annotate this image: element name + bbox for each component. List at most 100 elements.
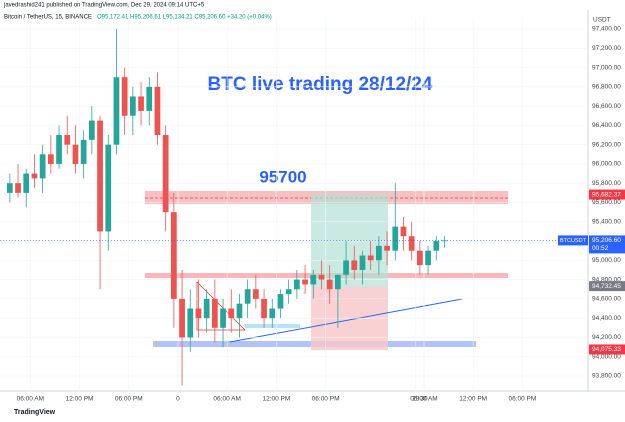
y-tick-label: 95,800.00 (592, 180, 621, 187)
candle-body (425, 250, 431, 266)
x-tick-label: 12:00 PM (66, 396, 94, 403)
candle-body (277, 294, 284, 309)
candle-body (335, 274, 341, 290)
candle-body (195, 308, 202, 319)
candle-body (261, 298, 267, 319)
ohlc-legend: O95,172.41 H95,206.61 L95,134.21 C95,206… (97, 15, 272, 21)
y-tick-label: 93,800.00 (592, 373, 621, 380)
price-tag-label: 95,682.37 (592, 191, 621, 198)
candle-body (47, 154, 54, 164)
y-tick-label: 95,600.00 (592, 199, 621, 206)
candle-body (236, 303, 243, 319)
candle-body (310, 274, 317, 285)
x-tick-label: 06:00 AM (17, 396, 44, 403)
y-tick-label: 95,400.00 (592, 218, 621, 225)
candle-body (228, 308, 235, 319)
y-tick-label: 96,800.00 (592, 84, 621, 91)
candle-body (64, 135, 71, 145)
candle-body (138, 96, 144, 111)
candle-body (105, 144, 112, 232)
candle-body (220, 308, 226, 328)
loss-box (311, 287, 388, 350)
candle-body (113, 77, 120, 145)
currency: USDT (593, 17, 611, 24)
x-tick-label: 06:00 AM (410, 396, 437, 403)
candle-body (80, 139, 87, 164)
last-price-tag (589, 235, 625, 254)
candle-body (187, 308, 194, 338)
candle-body (441, 240, 448, 242)
symbol: Bitcoin / TetherUS, 15, BINANCE (4, 15, 92, 21)
level-annotation: 95700 (259, 167, 306, 186)
candle-body (384, 245, 390, 251)
candle-body (285, 289, 292, 295)
x-tick-label: 06:00 PM (508, 396, 536, 403)
price-tag (589, 281, 625, 292)
y-tick-label: 94,600.00 (592, 296, 621, 303)
candle-body (154, 86, 161, 136)
y-tick-label: 97,400.00 (592, 26, 621, 33)
candle-body (392, 226, 399, 251)
y-tick-label: 97,200.00 (592, 45, 621, 52)
triangle (196, 281, 246, 331)
candle-body (129, 96, 136, 116)
candle-body (179, 298, 185, 338)
candle-body (294, 279, 300, 290)
candle-body (408, 236, 415, 251)
candle-body (376, 245, 382, 261)
x-tick-label: 12:00 PM (459, 396, 487, 403)
candle-body (72, 144, 79, 164)
y-tick-label: 96,600.00 (592, 103, 621, 110)
candle-body (433, 241, 440, 251)
candle-body (88, 120, 95, 140)
x-tick-label: 12:00 PM (262, 396, 290, 403)
symbol-tag-label: BTCUSDT (560, 238, 587, 244)
x-tick-label: 06:00 PM (115, 396, 143, 403)
candle-body (302, 279, 308, 285)
candle-body (170, 212, 177, 299)
candle-body (15, 183, 21, 193)
candle-body (56, 135, 62, 164)
candle-body (326, 279, 333, 290)
plot (0, 18, 588, 392)
candle-body (244, 289, 251, 304)
candle-body (211, 298, 218, 328)
y-tick-label: 94,000.00 (592, 353, 621, 360)
candle-body (146, 86, 153, 111)
x-tick-label: 06:00 AM (213, 396, 240, 403)
candle-body (162, 135, 169, 213)
candle-body (400, 226, 407, 237)
candle-body (23, 173, 30, 193)
candle-body (6, 183, 13, 193)
candle-body (417, 250, 423, 266)
candle-body (343, 260, 349, 275)
candle-body (203, 298, 210, 319)
y-tick-label: 94,400.00 (592, 315, 621, 322)
x-tick-label: 0 (176, 396, 180, 403)
profit-box (311, 194, 388, 287)
price-tag (589, 189, 625, 200)
y-tick-label: 95,000.00 (592, 257, 621, 264)
y-tick-label: 96,200.00 (592, 141, 621, 148)
x-tick-label: 29 (412, 396, 420, 403)
candle-body (269, 308, 276, 319)
candle-body (252, 289, 259, 299)
y-tick-label: 94,800.00 (592, 276, 621, 283)
price-tag-label: 94,075.33 (592, 346, 621, 353)
countdown: 00:52 (592, 245, 609, 252)
y-tick-label: 96,000.00 (592, 161, 621, 168)
candle-body (318, 274, 325, 280)
candle-body (121, 77, 128, 116)
y-tick-label: 97,000.00 (592, 64, 621, 71)
footer: TradingView (14, 409, 56, 416)
x-tick-label: 30 (420, 396, 428, 403)
candle-body (359, 255, 366, 270)
x-tick-label: 06:00 PM (312, 396, 340, 403)
y-tick-label: 96,400.00 (592, 122, 621, 129)
candle-body (39, 154, 46, 179)
candle-body (367, 255, 374, 261)
candle-body (97, 120, 103, 232)
y-tick-label: 94,200.00 (592, 334, 621, 341)
last-price-label: 95,206.60 (592, 237, 621, 244)
